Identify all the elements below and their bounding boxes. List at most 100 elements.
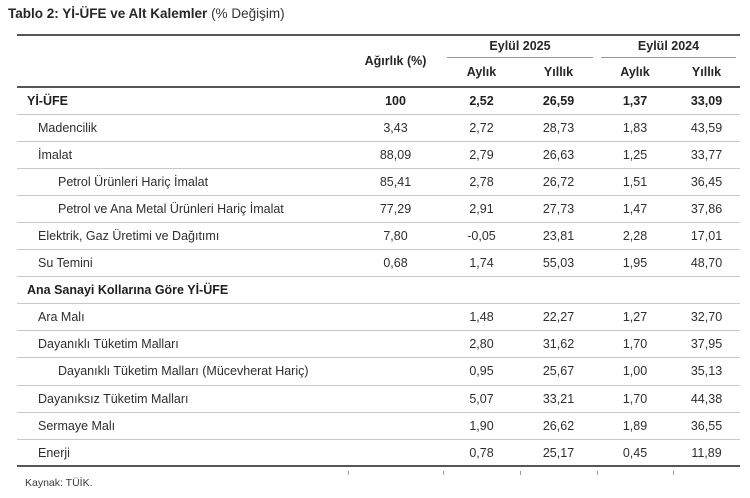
cell-value: 0,78 [443,438,520,467]
cell-value: 25,67 [520,357,597,386]
row-label: Dayanıksız Tüketim Malları [17,384,348,413]
cell-value: 0,45 [597,438,673,467]
cell-value: 2,91 [443,194,520,223]
cell-value: 5,07 [443,384,520,413]
cell-weight: 7,80 [348,221,443,250]
column-tick [443,471,444,475]
header-group-row: Ağırlık (%) Eylül 2025 Eylül 2024 [17,35,740,68]
cell-value: 26,72 [520,167,597,196]
cell-value: 22,27 [520,303,597,331]
cell-value: -0,05 [443,221,520,250]
row-label: Dayanıklı Tüketim Malları (Mücevherat Ha… [17,357,348,386]
cell-value: 2,79 [443,140,520,169]
cell-value: 1,74 [443,249,520,277]
table-header: Ağırlık (%) Eylül 2025 Eylül 2024 Aylık … [17,35,740,87]
cell-weight [348,438,443,467]
cell-value: 33,21 [520,384,597,413]
row-label: Petrol Ürünleri Hariç İmalat [17,167,348,196]
header-subcol-yillik-2024: Yıllık [691,65,722,79]
cell-value: 31,62 [520,330,597,358]
header-sub-row: Aylık Yıllık Aylık Yıllık [17,58,740,87]
cell-value: 1,37 [622,93,648,108]
cell-value: 36,45 [673,167,740,196]
cell-value: 43,59 [673,113,740,142]
cell-weight [348,384,443,413]
cell-value: 1,70 [597,384,673,413]
cell-value [443,276,520,304]
cell-weight [348,303,443,331]
row-label: Enerji [17,438,348,467]
cell-weight: 85,41 [348,167,443,196]
row-label: Elektrik, Gaz Üretimi ve Dağıtımı [17,221,348,250]
header-group-eylul-2025: Eylül 2025 [443,35,597,58]
cell-value: 1,83 [597,113,673,142]
table-body: Yİ-ÜFE 100 2,52 26,59 1,37 33,09 Madencilik 3,4… [17,87,740,467]
cell-value: 26,62 [520,411,597,440]
table-row: Enerji 0,78 25,17 0,45 11,89 [17,438,740,467]
cell-value: 2,80 [443,330,520,358]
cell-value: 27,73 [520,194,597,223]
table-row: Ana Sanayi Kollarına Göre Yİ-ÜFE [17,276,740,304]
header-group-eylul-2024: Eylül 2024 [597,35,740,58]
cell-value: 32,70 [673,303,740,331]
header-label-spacer [17,35,348,87]
cell-value: 2,72 [443,113,520,142]
cell-value [520,276,597,304]
cell-value: 17,01 [673,221,740,250]
table-row: Dayanıksız Tüketim Malları 5,07 33,21 1,70 4… [17,384,740,413]
cell-weight [348,276,443,304]
table-row: Elektrik, Gaz Üretimi ve Dağıtımı 7,80 -0,… [17,221,740,250]
cell-value: 25,17 [520,438,597,467]
cell-value: 2,28 [597,221,673,250]
cell-value: 44,38 [673,384,740,413]
cell-value: 1,48 [443,303,520,331]
cell-value: 1,90 [443,411,520,440]
cell-value: 23,81 [520,221,597,250]
cell-value: 26,63 [520,140,597,169]
table-row: Dayanıklı Tüketim Malları 2,80 31,62 1,70 37… [17,330,740,358]
cell-value: 0,95 [443,357,520,386]
cell-value: 1,95 [597,249,673,277]
row-label: Yİ-ÜFE [27,93,68,108]
table-title: Tablo 2: Yİ-ÜFE ve Alt Kalemler (% Değiş… [8,6,285,21]
cell-weight: 3,43 [348,113,443,142]
row-label: Petrol ve Ana Metal Ürünleri Hariç İmala… [17,194,348,223]
table-row: Ara Malı 1,48 22,27 1,27 32,70 [17,303,740,331]
cell-value: 37,95 [673,330,740,358]
cell-value: 37,86 [673,194,740,223]
cell-weight [348,357,443,386]
cell-value: 11,89 [673,438,740,467]
cell-value [673,276,740,304]
cell-value: 1,51 [597,167,673,196]
table-row: Petrol ve Ana Metal Ürünleri Hariç İmala… [17,194,740,223]
row-label: İmalat [17,140,348,169]
header-group-eylul-2024-label: Eylül 2024 [601,36,736,58]
cell-value: 1,25 [597,140,673,169]
cell-weight [348,411,443,440]
cell-weight: 100 [385,93,406,108]
cell-value: 33,09 [690,93,723,108]
row-label: Ana Sanayi Kollarına Göre Yİ-ÜFE [17,276,348,304]
cell-value: 1,27 [597,303,673,331]
cell-value: 48,70 [673,249,740,277]
cell-value: 28,73 [520,113,597,142]
cell-value: 36,55 [673,411,740,440]
cell-value: 33,77 [673,140,740,169]
cell-value: 2,78 [443,167,520,196]
header-subcol-aylik-2024: Aylık [620,65,650,79]
header-subcol-yillik-2025: Yıllık [543,65,574,79]
column-tick [673,471,674,475]
column-tick [520,471,521,475]
row-label: Sermaye Malı [17,411,348,440]
table-row: Madencilik 3,43 2,72 28,73 1,83 43,59 [17,113,740,142]
source-note: Kaynak: TÜİK. [25,477,93,489]
cell-value: 55,03 [520,249,597,277]
table-row: Sermaye Malı 1,90 26,62 1,89 36,55 [17,411,740,440]
cell-value: 1,47 [597,194,673,223]
header-group-eylul-2025-label: Eylül 2025 [447,36,593,58]
cell-weight: 88,09 [348,140,443,169]
cell-value: 26,59 [542,93,575,108]
header-subcol-aylik-2025: Aylık [466,65,497,79]
column-tick [597,471,598,475]
cell-value: 35,13 [673,357,740,386]
